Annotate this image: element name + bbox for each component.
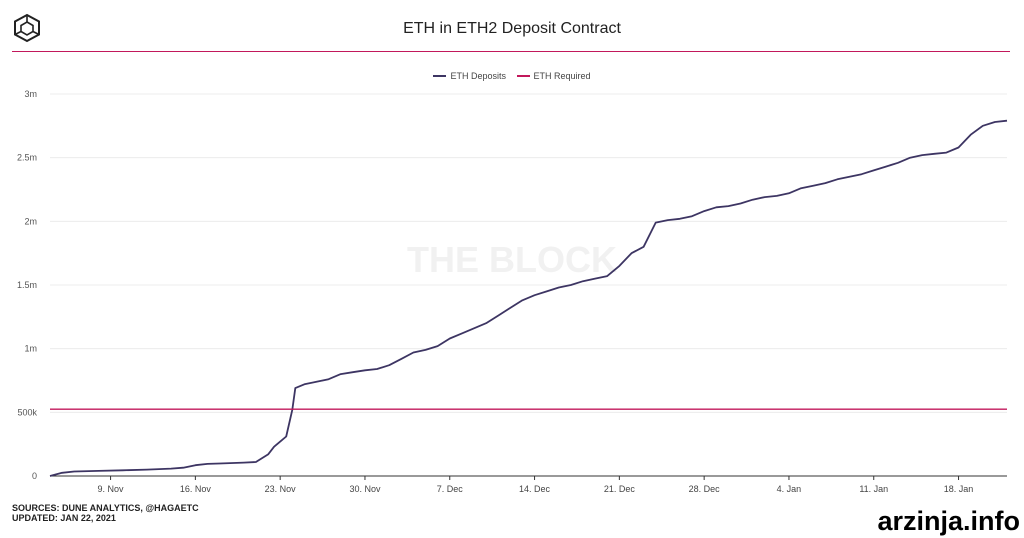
- y-tick-label: 3m: [24, 89, 37, 99]
- y-tick-label: 1.5m: [17, 280, 37, 290]
- x-tick-label: 30. Nov: [349, 484, 381, 494]
- x-tick-label: 14. Dec: [519, 484, 551, 494]
- y-tick-label: 500k: [17, 407, 37, 417]
- x-tick-label: 28. Dec: [689, 484, 721, 494]
- x-tick-label: 23. Nov: [265, 484, 297, 494]
- y-tick-label: 1m: [24, 344, 37, 354]
- legend-swatch-eth-deposits: [433, 75, 447, 77]
- chart-footer: SOURCES: DUNE ANALYTICS, @HAGAETC UPDATE…: [12, 503, 199, 523]
- x-tick-label: 21. Dec: [604, 484, 636, 494]
- x-tick-label: 11. Jan: [859, 484, 888, 494]
- series-line-eth-deposits[interactable]: [49, 119, 1008, 477]
- footer-sources: SOURCES: DUNE ANALYTICS, @HAGAETC: [12, 503, 199, 513]
- y-tick-label: 2.5m: [17, 153, 37, 163]
- footer-updated: UPDATED: JAN 22, 2021: [12, 513, 116, 523]
- chart-gridlines: [50, 93, 1007, 413]
- legend-item-eth-deposits[interactable]: ETH Deposits: [433, 71, 506, 81]
- chart-series: [49, 119, 1008, 477]
- the-block-watermark: THE BLOCK: [407, 239, 617, 280]
- legend-label-eth-required: ETH Required: [533, 71, 591, 81]
- x-tick-label: 7. Dec: [437, 484, 464, 494]
- chart-legend: ETH Deposits ETH Required: [0, 69, 1024, 81]
- y-tick-label: 2m: [24, 216, 37, 226]
- site-watermark: arzinja.info: [877, 506, 1020, 536]
- x-tick-label: 4. Jan: [777, 484, 802, 494]
- x-axis: 9. Nov 16. Nov 23. Nov 30. Nov 7. Dec 14. Dec…: [50, 475, 1007, 494]
- chart-plot-area: 0 500k 1m 1.5m 2m 2.5m 3m 9. Nov 16. Nov 23. Nov…: [17, 89, 1008, 494]
- legend-label-eth-deposits: ETH Deposits: [450, 71, 506, 81]
- title-divider: [12, 51, 1010, 52]
- the-block-logo-icon: [14, 13, 40, 43]
- legend-swatch-eth-required: [516, 75, 530, 77]
- y-tick-label: 0: [32, 471, 37, 481]
- x-tick-label: 9. Nov: [98, 484, 125, 494]
- x-tick-label: 18. Jan: [944, 484, 974, 494]
- y-axis: 0 500k 1m 1.5m 2m 2.5m 3m: [17, 89, 38, 481]
- legend-item-eth-required[interactable]: ETH Required: [516, 71, 591, 81]
- chart-title: ETH in ETH2 Deposit Contract: [403, 20, 621, 37]
- x-tick-label: 16. Nov: [180, 484, 212, 494]
